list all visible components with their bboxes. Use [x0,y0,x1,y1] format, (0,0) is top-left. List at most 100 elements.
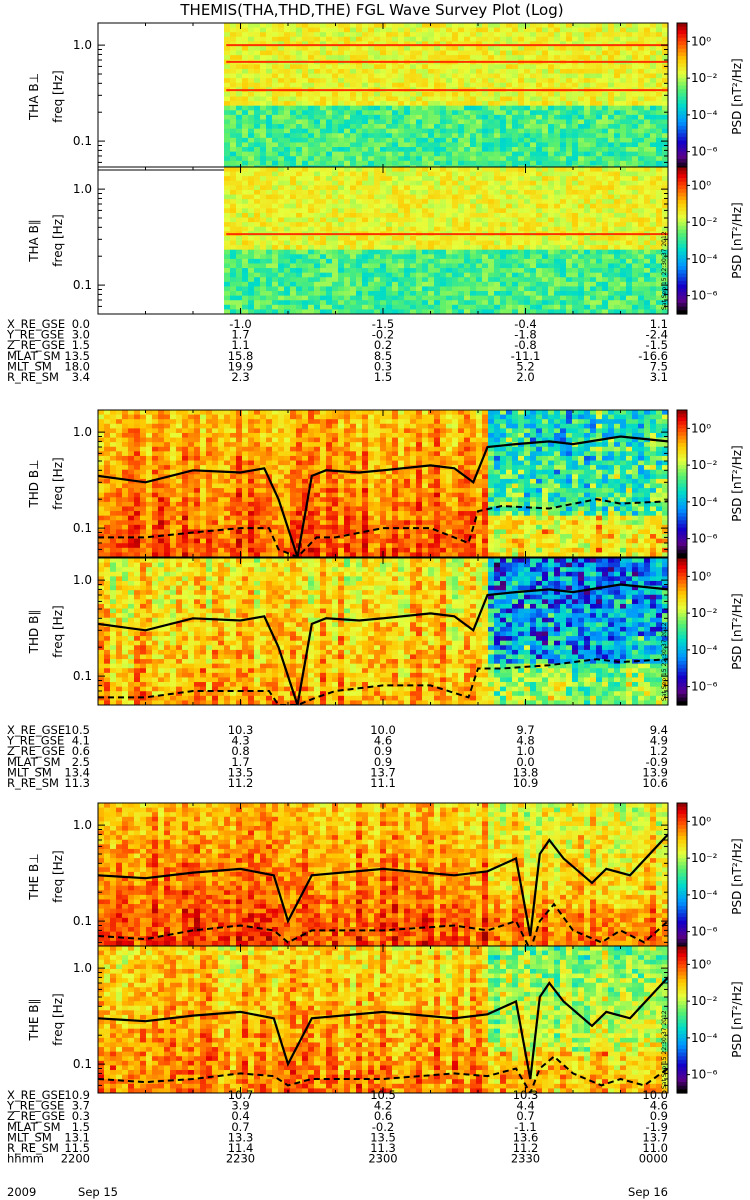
heatmap-cell [572,82,579,88]
heatmap-cell [452,180,459,186]
heatmap-cell [596,142,603,148]
heatmap-cell [608,240,615,246]
heatmap-cell [338,295,345,301]
heatmap-cell [488,300,495,306]
heatmap-cell [230,105,237,111]
heatmap-cell [608,189,615,196]
heatmap-cell [230,268,237,274]
heatmap-cell [296,263,303,269]
heatmap-cell [284,156,291,162]
heatmap-cell [596,101,603,107]
heatmap-cell [356,291,363,297]
heatmap-cell [548,286,555,292]
heatmap-cell [260,133,267,139]
heatmap-cell [632,73,639,79]
heatmap-cell [434,156,441,162]
heatmap-cell [584,160,591,166]
heatmap-cell [302,171,309,177]
heatmap-cell [446,217,453,223]
heatmap-cell [590,96,597,102]
heatmap-cell [326,245,333,251]
heatmap-cell [98,469,105,475]
heatmap-cell [296,133,303,139]
heatmap-cell [638,199,645,205]
heatmap-cell [596,291,603,297]
heatmap-cell [470,240,477,246]
heatmap-cell [404,133,411,139]
heatmap-cell [626,194,633,200]
heatmap-cell [404,249,411,255]
heatmap-cell [320,23,327,29]
heatmap-cell [350,194,357,200]
heatmap-cell [410,156,417,162]
plot-title: THEMIS(THA,THD,THE) FGL Wave Survey Plot… [179,1,563,19]
heatmap-cell [662,156,668,162]
heatmap-cell [326,286,333,292]
heatmap-cell [572,91,579,98]
heatmap-cell [266,286,273,292]
heatmap-cell [242,281,249,288]
heatmap-cell [650,78,657,84]
heatmap-cell [488,78,495,84]
heatmap-cell [530,176,537,182]
heatmap-cell [230,185,237,191]
heatmap-cell [626,64,633,70]
heatmap-cell [488,263,495,269]
heatmap-cell [476,151,483,157]
heatmap-cell [266,142,273,148]
heatmap-cell [428,309,435,314]
heatmap-cell [548,300,555,306]
heatmap-cell [296,156,303,162]
heatmap-cell [422,32,429,38]
heatmap-cell [512,222,519,228]
heatmap-cell [278,203,285,209]
heatmap-cell [494,64,501,70]
heatmap-cell [470,114,477,121]
heatmap-cell [458,27,465,33]
heatmap-cell [230,304,237,310]
heatmap-cell [314,50,321,56]
heatmap-cell [638,147,645,153]
heatmap-cell [434,291,441,297]
heatmap-cell [644,23,651,29]
heatmap-cell [542,133,549,139]
heatmap-cell [632,32,639,38]
heatmap-cell [224,64,231,70]
heatmap-cell [464,226,471,232]
heatmap-cell [512,295,519,301]
heatmap-cell [266,240,273,246]
heatmap-cell [494,36,501,42]
heatmap-cell [476,32,483,38]
heatmap-cell [230,133,237,139]
heatmap-cell [614,203,621,209]
heatmap-cell [302,68,309,75]
heatmap-cell [518,189,525,196]
heatmap-cell [344,41,351,47]
heatmap-cell [482,245,489,251]
heatmap-cell [542,268,549,274]
heatmap-cell [452,151,459,157]
heatmap-cell [290,110,297,116]
heatmap-cell [428,268,435,274]
heatmap-cell [452,304,459,310]
heatmap-cell [464,68,471,75]
heatmap-cell [590,185,597,191]
heatmap-cell [638,240,645,246]
heatmap-cell [326,235,333,242]
heatmap-cell [632,50,639,56]
heatmap-cell [368,180,375,186]
heatmap-cell [350,160,357,166]
heatmap-cell [632,272,639,278]
heatmap-cell [398,110,405,116]
heatmap-cell [578,295,585,301]
heatmap-cell [458,110,465,116]
heatmap-cell [224,263,231,269]
heatmap-cell [248,64,255,70]
heatmap-cell [386,105,393,111]
heatmap-cell [470,96,477,102]
heatmap-cell [554,226,561,232]
heatmap-cell [296,160,303,166]
heatmap-cell [224,176,231,182]
heatmap-cell [464,64,471,70]
heatmap-cell [422,55,429,61]
